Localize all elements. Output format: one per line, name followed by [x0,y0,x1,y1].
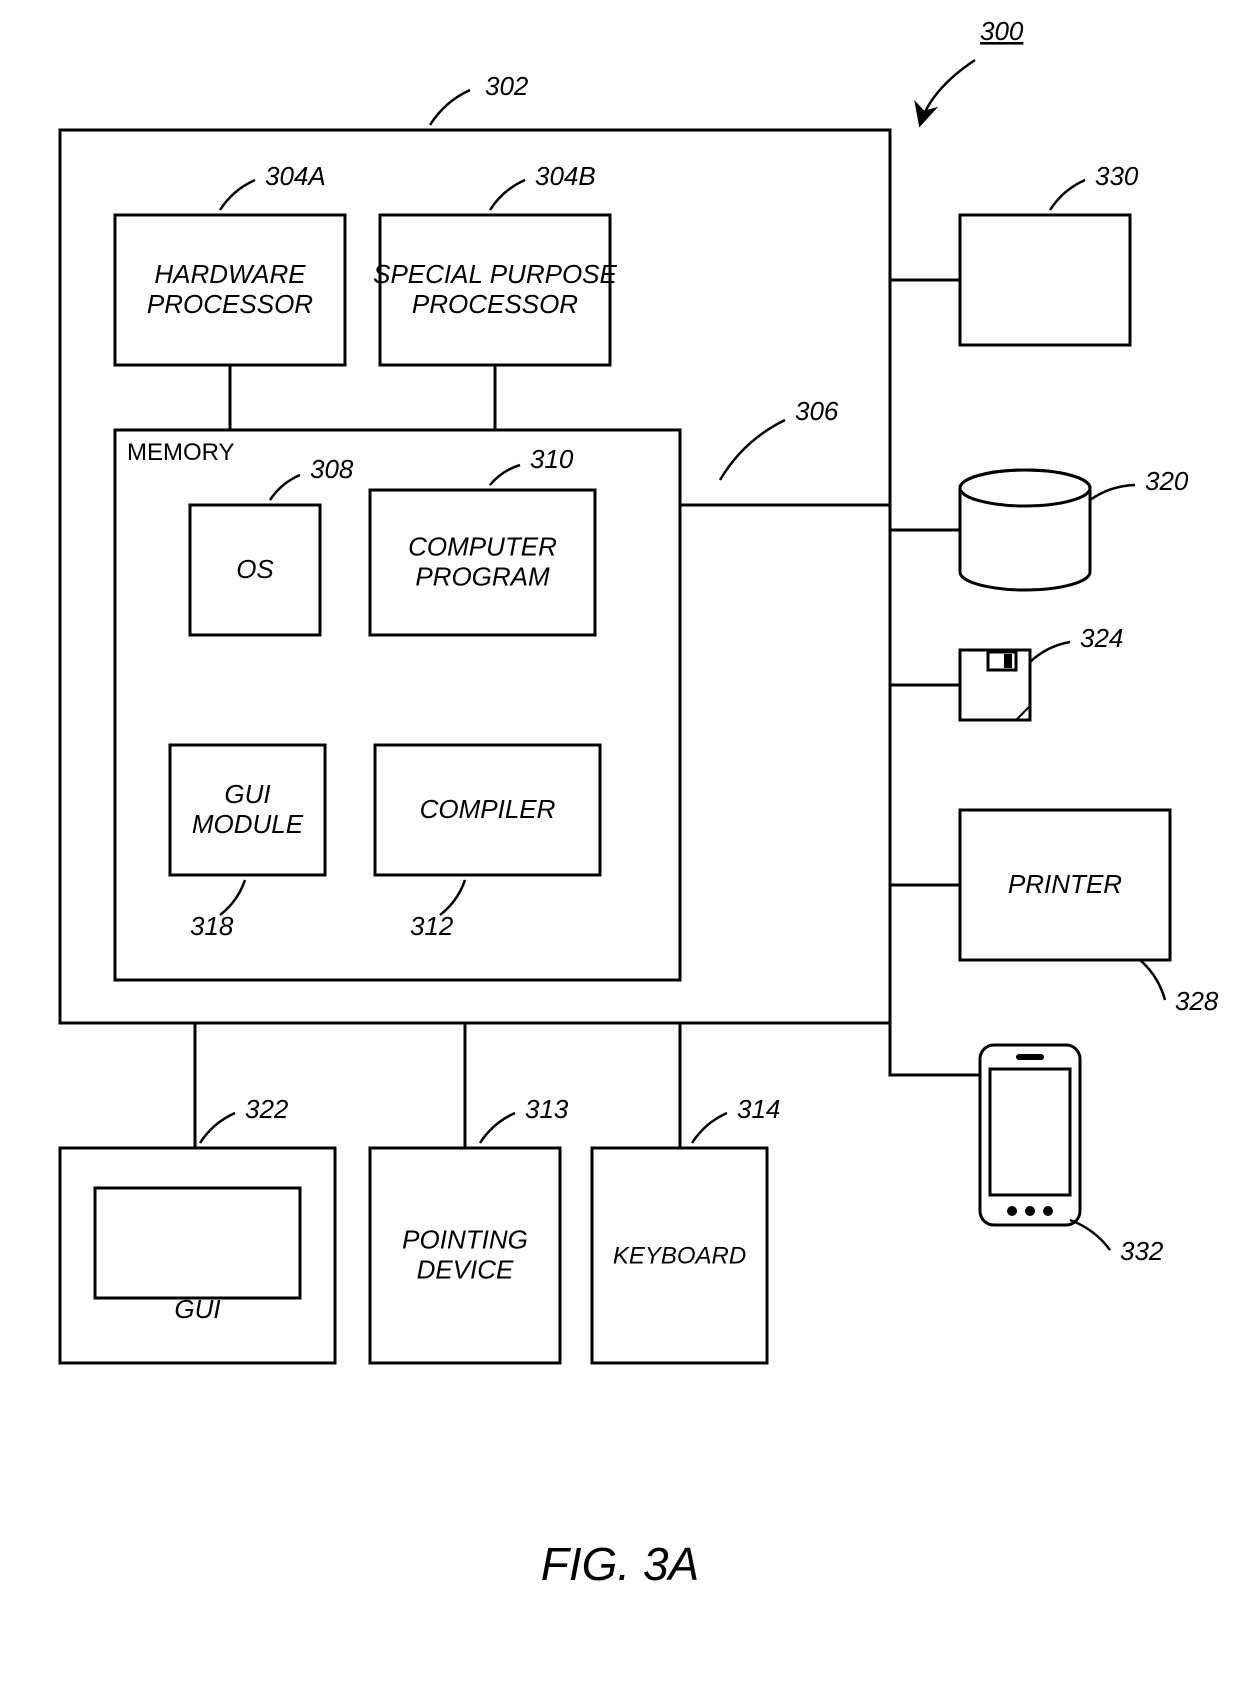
ref-328: 328 [1175,986,1219,1016]
pointing-label: POINTINGDEVICE [402,1225,528,1285]
memory-label: MEMORY [127,439,235,466]
phone-speaker [1016,1054,1044,1060]
ref-302: 302 [485,71,529,101]
ref-320: 320 [1145,466,1189,496]
ref-304a: 304A [265,161,326,191]
ref-300: 300 [980,16,1024,46]
printer-label: PRINTER [1008,869,1122,899]
ref-330: 330 [1095,161,1139,191]
keyboard-label: KEYBOARD [613,1243,746,1270]
compiler-label: COMPILER [420,794,556,824]
canvas-bg [0,0,1240,1686]
phone-button-0 [1007,1206,1017,1216]
ref-324: 324 [1080,623,1123,653]
ref-313: 313 [525,1094,569,1124]
patent-block-diagram: 300302HARDWAREPROCESSORSPECIAL PURPOSEPR… [0,0,1240,1686]
phone-button-2 [1043,1206,1053,1216]
ref-312: 312 [410,911,454,941]
ref-318: 318 [190,911,234,941]
program-label: COMPUTERPROGRAM [408,532,557,592]
ref-310: 310 [530,444,574,474]
ref-322: 322 [245,1094,289,1124]
gui-label: GUI [174,1294,220,1324]
hw_proc-label: HARDWAREPROCESSOR [147,259,313,319]
os-label: OS [236,554,274,584]
ref-314: 314 [737,1094,780,1124]
ref-332: 332 [1120,1236,1164,1266]
ref-306: 306 [795,396,839,426]
phone-button-1 [1025,1206,1035,1216]
ref-304b: 304B [535,161,596,191]
floppy-shutter-hole [1004,654,1012,668]
ref-308: 308 [310,454,354,484]
figure-caption: FIG. 3A [541,1538,699,1590]
